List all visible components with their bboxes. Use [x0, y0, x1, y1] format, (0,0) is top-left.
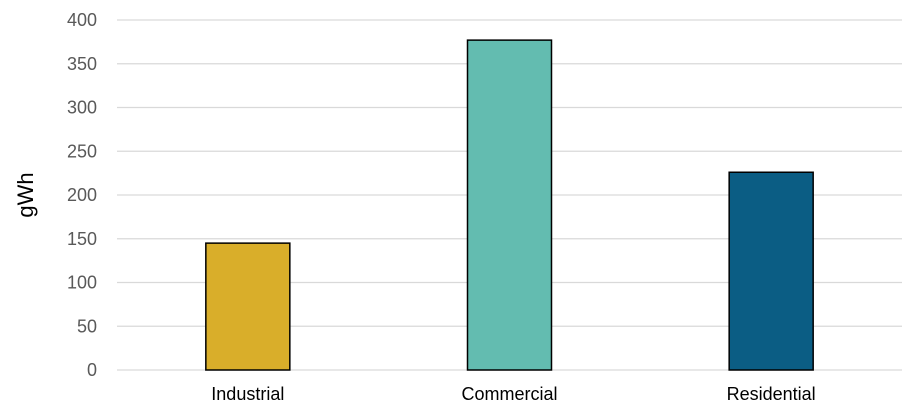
- y-tick-label: 150: [67, 229, 97, 249]
- y-tick-label: 400: [67, 10, 97, 30]
- y-axis-title: gWh: [13, 172, 38, 217]
- x-axis-labels: Industrial Commercial Residential: [211, 384, 815, 404]
- y-tick-label: 100: [67, 273, 97, 293]
- y-tick-label: 350: [67, 54, 97, 74]
- x-tick-label: Residential: [727, 384, 816, 404]
- bar-commercial: [466, 39, 553, 371]
- bars: [205, 39, 814, 371]
- y-tick-label: 50: [77, 316, 97, 336]
- y-axis-ticks: 0 50 100 150 200 250 300 350 400: [67, 10, 97, 380]
- x-tick-label: Industrial: [211, 384, 284, 404]
- y-tick-label: 300: [67, 98, 97, 118]
- x-tick-label: Commercial: [461, 384, 557, 404]
- bar-residential: [728, 171, 814, 371]
- bar-industrial: [205, 242, 291, 371]
- y-tick-label: 0: [87, 360, 97, 380]
- y-tick-label: 250: [67, 141, 97, 161]
- y-tick-label: 200: [67, 185, 97, 205]
